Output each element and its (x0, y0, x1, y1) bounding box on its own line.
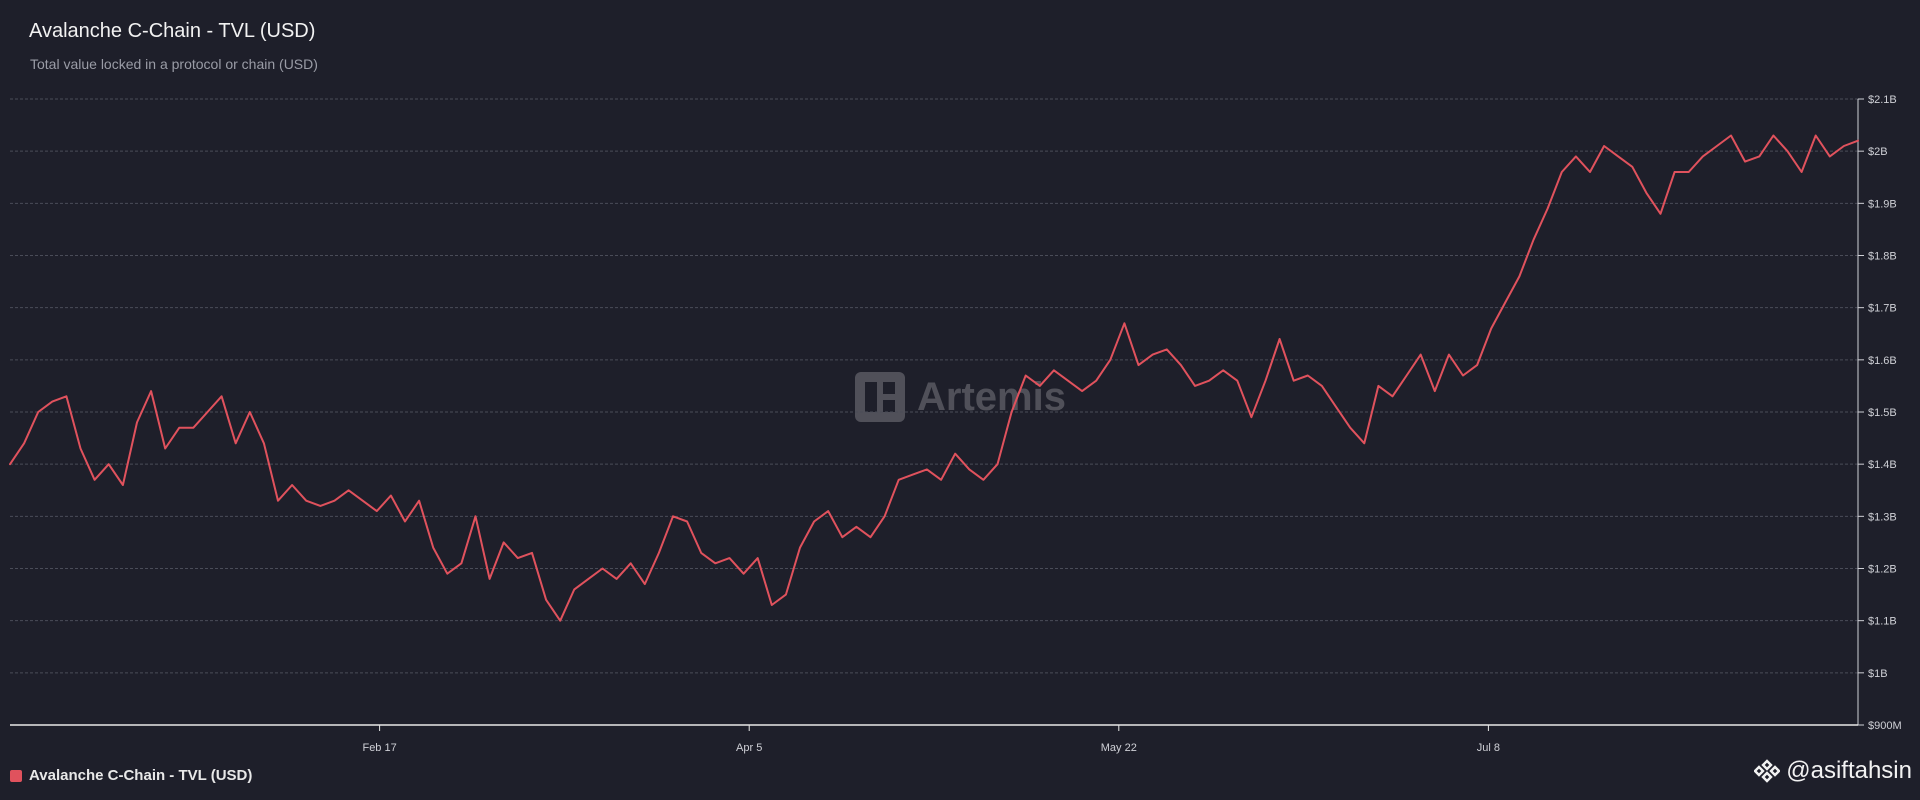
legend-label: Avalanche C-Chain - TVL (USD) (29, 767, 253, 784)
y-tick-label: $2.1B (1868, 94, 1897, 106)
artemis-logo-icon (855, 372, 905, 422)
y-tick-label: $2B (1868, 146, 1888, 158)
watermark-text: Artemis (917, 374, 1066, 419)
y-tick-label: $1.4B (1868, 459, 1897, 471)
y-tick-label: $1.9B (1868, 198, 1897, 210)
credit: @asiftahsin (1754, 757, 1912, 785)
chart-title: Avalanche C-Chain - TVL (USD) (29, 20, 316, 42)
legend-swatch (10, 769, 22, 782)
watermark: Artemis (855, 372, 1066, 422)
binance-logo-icon (1754, 759, 1781, 783)
x-tick-label: Feb 17 (362, 742, 396, 754)
chart-subtitle: Total value locked in a protocol or chai… (30, 56, 318, 72)
y-tick-label: $1.8B (1868, 251, 1897, 263)
x-tick-label: Jul 8 (1477, 742, 1500, 754)
x-tick-label: May 22 (1101, 742, 1137, 754)
legend[interactable]: Avalanche C-Chain - TVL (USD) (10, 767, 252, 784)
y-tick-label: $1.3B (1868, 511, 1897, 523)
y-tick-label: $1.1B (1868, 616, 1897, 628)
y-tick-label: $1.2B (1868, 564, 1897, 576)
x-tick-label: Apr 5 (736, 742, 762, 754)
y-tick-label: $1.6B (1868, 355, 1897, 367)
series-line (9, 134, 1859, 622)
y-tick-label: $900M (1868, 720, 1902, 732)
y-tick-label: $1.7B (1868, 303, 1897, 315)
y-tick-label: $1B (1868, 668, 1888, 680)
credit-text: @asiftahsin (1786, 757, 1912, 784)
series-layer (9, 134, 1859, 622)
grid-layer (10, 98, 1858, 674)
axis-layer: $2.1B $2B $1.9B $1.8B $1.7B $1.6B $1.5B $1.4B $1… (10, 94, 1902, 754)
y-tick-label: $1.5B (1868, 407, 1897, 419)
